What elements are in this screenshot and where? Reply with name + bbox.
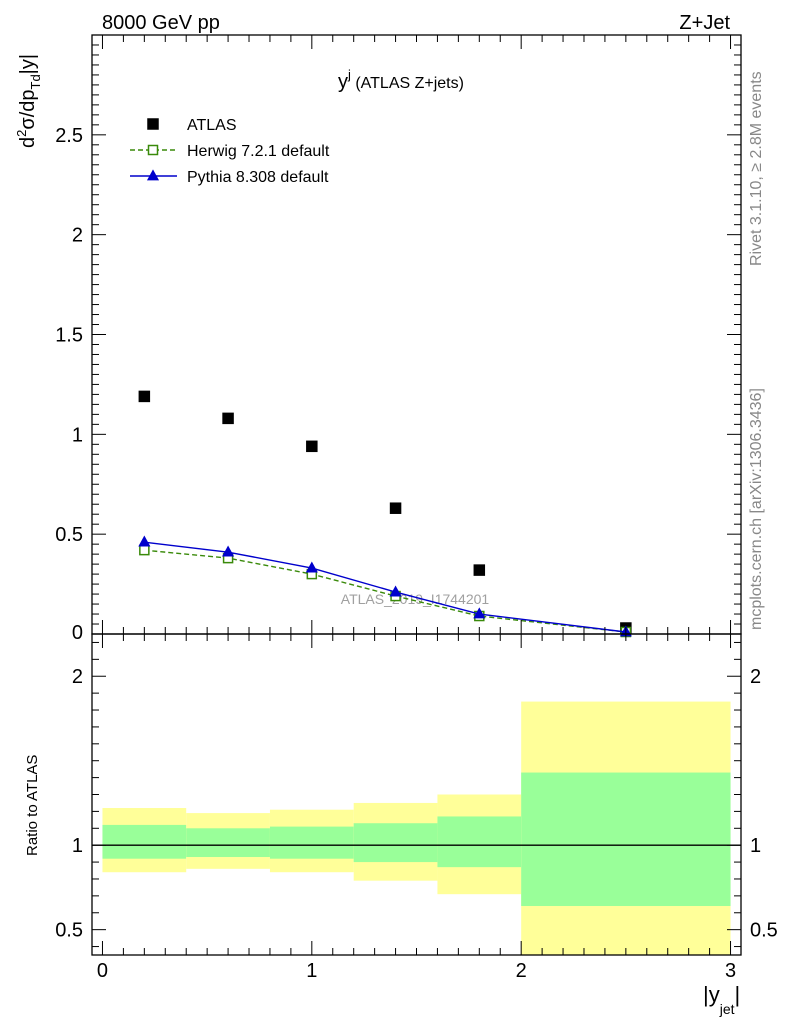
legend-herwig-7-2-1-default-label: Herwig 7.2.1 default [187, 143, 330, 160]
legend-atlas-label: ATLAS [187, 117, 237, 134]
mcplots-info-text: mcplots.cern.ch [arXiv:1306.3436] [748, 388, 765, 630]
x-axis-label: |yjet| [703, 982, 740, 1017]
main-y-tick-label: 1.5 [55, 325, 83, 347]
main-y-tick-label: 2.5 [55, 125, 83, 147]
ratio-y-tick-label-left: 0.5 [55, 920, 83, 942]
pythia-8-308-default-point-3 [389, 585, 402, 597]
legend-atlas-marker [147, 118, 159, 130]
legend-herwig-7-2-1-default-marker [147, 144, 159, 156]
legend: ATLAS Herwig 7.2.1 default Pythia 8.308 de… [130, 117, 330, 186]
atlas-point-3 [389, 502, 402, 514]
stat-uncertainty-band-bin-3 [353, 823, 438, 863]
x-tick-label: 2 [516, 960, 527, 982]
main-y-tick-label: 1 [72, 424, 83, 446]
main-y-tick-label: 2 [72, 225, 83, 247]
atlas-point-4 [473, 564, 486, 576]
x-tick-label: 0 [97, 960, 108, 982]
ratio-y-tick-label-right: 0.5 [750, 920, 778, 942]
pythia-8-308-default-point-1 [222, 545, 235, 557]
ratio-y-axis-label: Ratio to ATLAS [24, 755, 41, 856]
stat-uncertainty-band-bin-4 [437, 816, 522, 868]
stat-uncertainty-band-bin-0 [102, 824, 187, 859]
atlas-point-0 [138, 390, 151, 403]
x-tick-label: 1 [306, 960, 317, 982]
tick-labels-group: 0.5 1 1.5 2 2.5 0 0.5 0.5 1 1 2 2 0 1 2 3 [55, 125, 778, 982]
ratio-y-tick-label-right: 2 [750, 666, 761, 688]
atlas-point-1 [222, 412, 234, 425]
stat-uncertainty-band-bin-1 [186, 828, 270, 858]
ratio-y-tick-label-left: 2 [72, 666, 83, 688]
stat-uncertainty-band-bin-2 [269, 826, 354, 859]
analysis-watermark: ATLAS_2019_I1744201 [341, 591, 490, 607]
main-y-tick-label: 0.5 [55, 524, 83, 546]
stat-uncertainty-band-bin-5 [521, 772, 731, 907]
herwig-7-2-1-default-point-0 [139, 544, 150, 556]
main-y-axis-label: d2σ/dpTd|y| [14, 54, 43, 148]
rivet-info-text: Rivet 3.1.10, ≥ 2.8M events [748, 71, 765, 266]
legend-pythia-8-308-default-label: Pythia 8.308 default [187, 169, 329, 186]
pythia-8-308-default-point-2 [305, 561, 318, 573]
ratio-y-tick-label-right: 1 [750, 835, 761, 857]
main-y-tick-label-zero: 0 [72, 622, 83, 644]
pythia-8-308-default-line [144, 541, 626, 633]
pythia-8-308-default-point-0 [138, 535, 151, 547]
pythia-8-308-default-point-4 [473, 607, 486, 619]
atlas-point-2 [306, 440, 318, 453]
legend-pythia-8-308-default-marker [146, 169, 160, 181]
herwig-7-2-1-default-line [144, 549, 626, 633]
axes-group [91, 34, 742, 956]
ratio-bands [102, 701, 731, 955]
x-tick-label: 3 [725, 960, 736, 982]
header-right: Z+Jet [679, 12, 730, 34]
ratio-y-tick-label-left: 1 [72, 835, 83, 857]
plot-title: yj (ATLAS Z+jets) [338, 67, 464, 93]
header-left: 8000 GeV pp [102, 12, 220, 34]
